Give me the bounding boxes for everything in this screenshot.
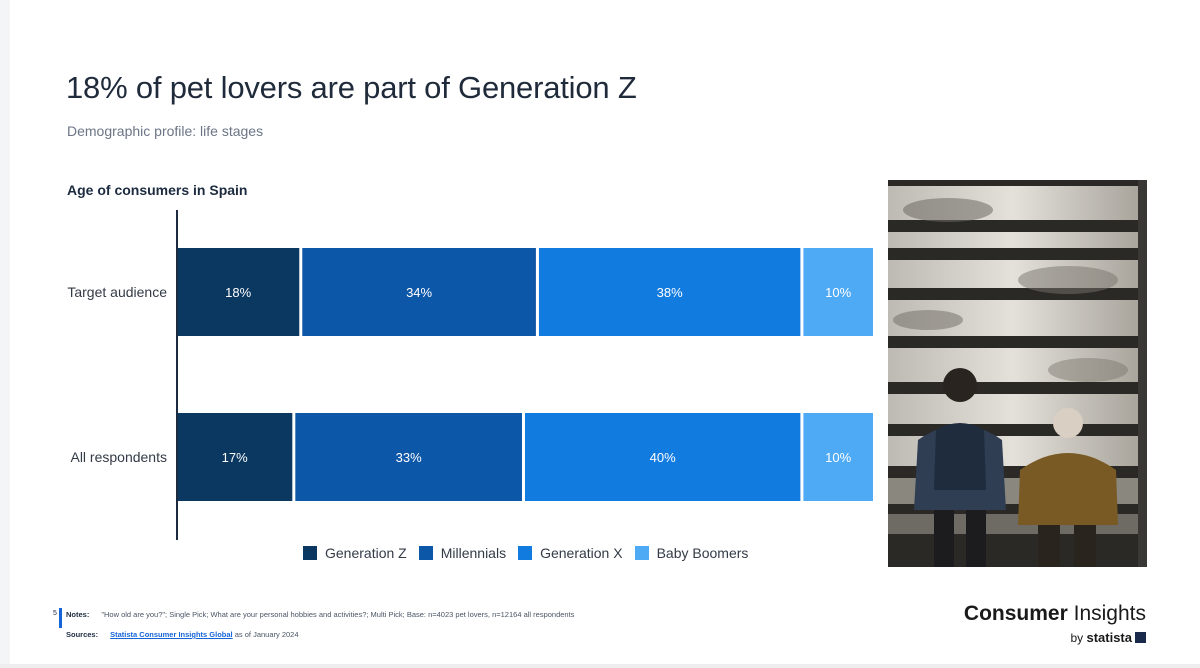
- legend-label: Generation X: [540, 545, 623, 561]
- bar-value-label: 17%: [222, 450, 248, 465]
- left-edge-strip: [0, 0, 10, 668]
- brand-statista: statista: [1086, 630, 1132, 645]
- bottom-edge-strip: [0, 664, 1200, 668]
- page-number: 5: [53, 610, 57, 617]
- legend-swatch: [634, 546, 649, 560]
- brand-name-light: Insights: [1067, 602, 1146, 625]
- bar-segment: [295, 413, 522, 501]
- chart-title: Age of consumers in Spain: [67, 182, 248, 198]
- bar-value-label: 34%: [406, 285, 432, 300]
- notes-text: "How old are you?"; Single Pick; What ar…: [101, 610, 575, 619]
- bar-value-label: 10%: [825, 285, 851, 300]
- bar-segment: [803, 413, 873, 501]
- source-link[interactable]: Statista Consumer Insights Global: [110, 630, 233, 639]
- source-suffix: as of January 2024: [232, 630, 299, 639]
- legend-swatch: [303, 546, 317, 560]
- bar-segment: [177, 248, 300, 336]
- brand-by-line: by statista: [964, 630, 1146, 645]
- legend-swatch: [518, 546, 533, 560]
- photo-illustration: [888, 180, 1147, 567]
- bar-segment: [302, 248, 536, 336]
- bar-value-label: 40%: [650, 450, 676, 465]
- brand-name: Consumer Insights: [964, 602, 1146, 626]
- page-subtitle: Demographic profile: life stages: [67, 123, 264, 139]
- legend-item-generation-x: Generation X: [518, 545, 623, 561]
- brand-name-bold: Consumer: [963, 602, 1068, 625]
- bar-value-label: 38%: [657, 285, 683, 300]
- brand-logo: Consumer Insights by statista: [964, 602, 1146, 645]
- legend-swatch: [418, 546, 433, 560]
- legend-item-baby-boomers: Baby Boomers: [634, 545, 749, 561]
- photo-people-on-stairs-icon: [888, 180, 1147, 567]
- category-label: All respondents: [70, 449, 167, 465]
- bar-segment: [177, 413, 293, 501]
- sources-label: Sources:: [66, 630, 99, 639]
- legend-label: Baby Boomers: [656, 545, 749, 561]
- statista-mark-icon: [1135, 632, 1146, 643]
- bar-segment: [525, 413, 801, 501]
- bar-value-label: 33%: [396, 450, 422, 465]
- bar-segment: [538, 248, 801, 336]
- legend-item-millennials: Millennials: [418, 545, 507, 561]
- bar-value-label: 10%: [825, 450, 851, 465]
- legend-label: Generation Z: [325, 545, 407, 561]
- notes-row: Notes: "How old are you?"; Single Pick; W…: [66, 610, 574, 619]
- page-title: 18% of pet lovers are part of Generation…: [66, 70, 637, 105]
- legend-label: Millennials: [440, 545, 507, 561]
- notes-accent-bar: [59, 608, 62, 628]
- category-label: Target audience: [67, 284, 167, 300]
- notes-label: Notes:: [66, 610, 90, 619]
- brand-by: by: [1070, 631, 1087, 645]
- bar-value-label: 18%: [225, 285, 251, 300]
- chart-legend: Generation Z Millennials Generation X Ba…: [303, 545, 748, 561]
- sources-row: Sources: Statista Consumer Insights Globa…: [66, 630, 299, 639]
- legend-item-generation-z: Generation Z: [303, 545, 407, 561]
- bar-segment: [803, 248, 873, 336]
